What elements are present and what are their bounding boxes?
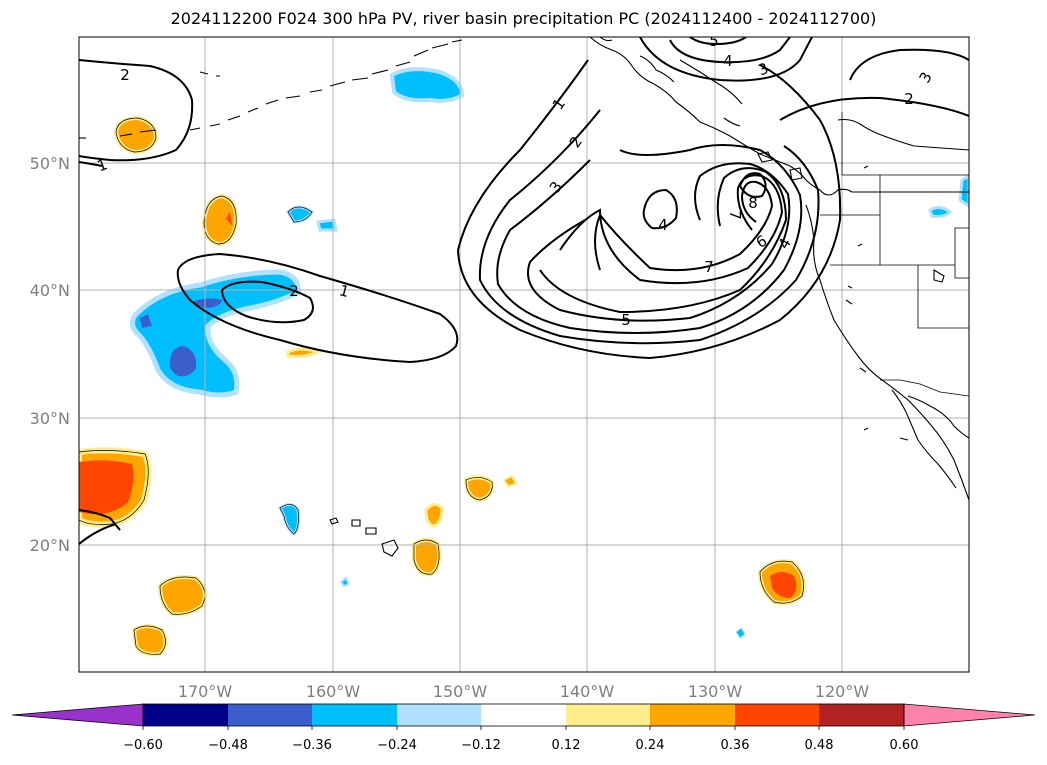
contour-label: 4 (723, 52, 733, 70)
shade-cyan-small2 (316, 218, 338, 232)
colorbar-max-extension (903, 703, 1036, 727)
contour-1-west (176, 252, 459, 364)
shade-orange-hawaii2 (502, 474, 518, 488)
pv-contours (79, 37, 969, 545)
gridlines (79, 37, 969, 672)
lat-tick-label: 40°N (30, 281, 70, 300)
shade-orange-hawaii3 (424, 503, 444, 528)
colorbar-tick-marks (142, 726, 905, 730)
shade-orange-hawaii1 (463, 475, 495, 503)
lat-tick-label: 50°N (30, 154, 70, 173)
shade-cyan-dot2 (735, 627, 746, 639)
lat-tick-label: 30°N (30, 409, 70, 428)
contour-label: 5 (709, 32, 719, 50)
colorbar-bin (397, 704, 481, 726)
borders (820, 112, 969, 397)
shade-orange-small1 (286, 347, 323, 358)
colorbar-bin (819, 704, 904, 726)
contour-ne-2 (779, 96, 969, 121)
colorbar-bin (650, 704, 735, 726)
colorbar-tick-label: −0.48 (208, 738, 248, 753)
contour-ne-3 (849, 48, 969, 81)
map-background (79, 37, 969, 672)
lat-labels: 50°N 40°N 30°N 20°N (30, 154, 70, 555)
contour-top-5 (689, 37, 747, 46)
contour-2-west (220, 280, 314, 324)
colorbar-tick-label: 0.24 (636, 738, 665, 753)
contour-top-3 (639, 37, 813, 82)
shade-cyan-dot1 (339, 576, 351, 588)
contour-top-4 (669, 37, 791, 64)
colorbar-tick-label: −0.60 (123, 738, 163, 753)
lon-tick-label: 150°W (433, 682, 488, 701)
colorbar-bin (566, 704, 650, 726)
map-frame (78, 36, 970, 673)
map-title: 2024112200 F024 300 hPa PV, river basin … (170, 9, 877, 28)
colorbar: −0.60 −0.48 −0.36 −0.24 −0.12 0.12 0.24 … (11, 703, 1036, 753)
shade-blue-core3 (140, 314, 152, 328)
contour-label: 8 (748, 194, 758, 212)
colorbar-bin (312, 704, 397, 726)
lon-labels: 170°W 160°W 150°W 140°W 130°W 120°W (178, 682, 870, 701)
colorbar-min-extension (11, 703, 144, 727)
lon-tick-label: 160°W (306, 682, 361, 701)
lon-tick-label: 120°W (815, 682, 870, 701)
shade-blue-core2 (192, 298, 222, 308)
contour-2-nw (79, 59, 194, 162)
colorbar-frame (142, 703, 905, 727)
colorbar-tick-label: 0.12 (552, 738, 581, 753)
contour-sw2 (79, 523, 117, 545)
contour-2-east (478, 109, 820, 345)
contour-1-nw (79, 161, 103, 167)
colorbar-tick-label: −0.36 (292, 738, 332, 753)
shade-cyan-east-edge (928, 205, 953, 218)
contour-label: 1 (337, 281, 351, 301)
contour-3-east (496, 144, 803, 334)
contour-label: 7 (726, 210, 744, 220)
colorbar-tick-label: −0.24 (377, 738, 417, 753)
shade-cyan-east-edge2 (958, 174, 969, 208)
colorbar-bin (735, 704, 819, 726)
coastlines (79, 37, 969, 557)
colorbar-bin (228, 704, 312, 726)
colorbar-bin (143, 704, 228, 726)
contour-4-east (527, 162, 791, 322)
shade-aleutian-blue (389, 67, 465, 103)
contour-label: 2 (904, 90, 914, 108)
shade-red-48n (226, 212, 232, 226)
colorbar-tick-label: 0.60 (890, 738, 919, 753)
lon-tick-label: 170°W (178, 682, 233, 701)
colorbar-tick-label: 0.48 (805, 738, 834, 753)
contour-4-inner (642, 188, 678, 230)
shade-orange-sw2 (131, 624, 168, 657)
lat-tick-label: 20°N (30, 536, 70, 555)
contour-sw (79, 509, 121, 531)
shade-outlines (79, 117, 804, 655)
shade-red-west (79, 460, 134, 515)
contour-label: 4 (658, 216, 668, 234)
contour-8-east (738, 172, 767, 198)
colorbar-tick-label: −0.12 (461, 738, 501, 753)
contour-label: 7 (704, 258, 714, 276)
colorbar-bin (481, 704, 566, 726)
lon-tick-label: 140°W (560, 682, 615, 701)
shade-blue-core1 (169, 346, 197, 377)
contour-1-east (456, 59, 842, 360)
shade-red-east (770, 572, 797, 598)
contour-label: 2 (120, 66, 130, 84)
contour-label: 5 (621, 311, 631, 329)
colorbar-tick-label: 0.36 (721, 738, 750, 753)
contour-label: 2 (289, 282, 299, 300)
contour-7-east (594, 180, 774, 272)
lon-tick-label: 130°W (688, 682, 743, 701)
contour-5-east (539, 167, 788, 314)
